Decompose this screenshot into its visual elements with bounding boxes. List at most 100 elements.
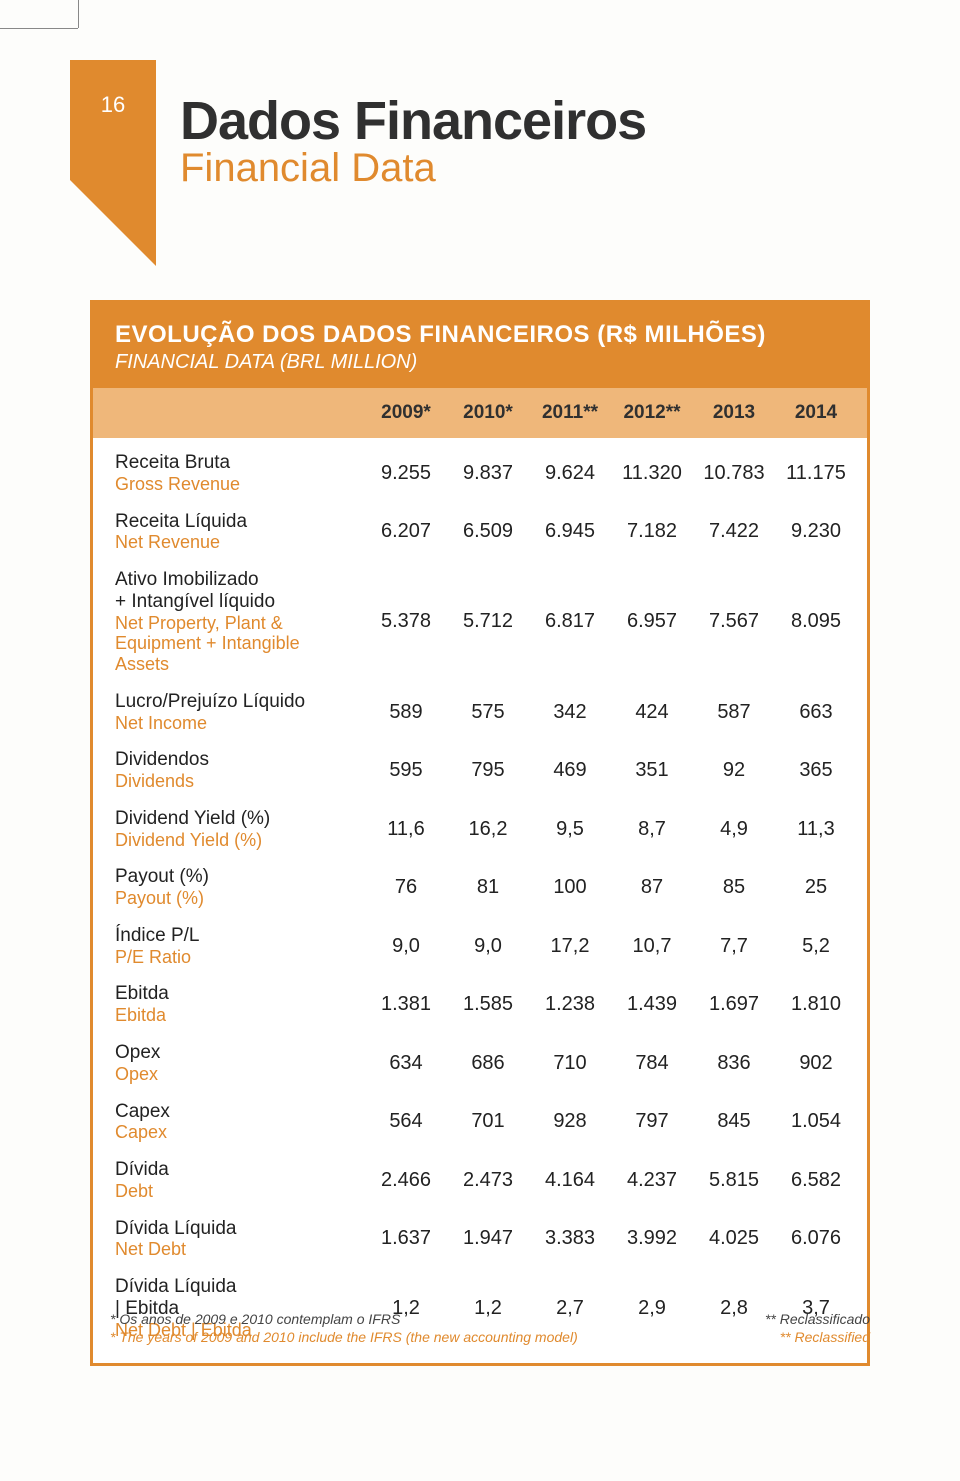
table-cell: 8,7 [611,818,693,841]
table-cell: 1.810 [775,993,857,1016]
table-cell: 1.697 [693,993,775,1016]
table-cell: 9,0 [447,935,529,958]
card-title-en: FINANCIAL DATA (BRL MILLION) [115,351,845,374]
page-number: 16 [70,60,156,180]
crop-mark-vertical [78,0,79,28]
table-cell: 1.585 [447,993,529,1016]
row-label-pt: Dívida Líquida [115,1218,365,1240]
row-label-en: Net Property, Plant & Equipment + Intang… [115,613,365,675]
row-label-pt: Dividendos [115,749,365,771]
footnotes: * Os anos de 2009 e 2010 contemplam o IF… [110,1310,870,1346]
card-title-pt: EVOLUÇÃO DOS DADOS FINANCEIROS (R$ MILHÕ… [115,321,845,349]
row-label: Ativo Imobilizado + Intangível líquidoNe… [115,569,365,675]
row-label-pt: Receita Bruta [115,452,365,474]
row-label: DividendosDividends [115,749,365,792]
table-cell: 9,5 [529,818,611,841]
table-row: EbitdaEbitda1.3811.5851.2381.4391.6971.8… [115,975,857,1034]
table-cell: 4,9 [693,818,775,841]
year-col: 2011** [529,402,611,424]
table-row: Índice P/LP/E Ratio9,09,017,210,77,75,2 [115,917,857,976]
table-cell: 6.582 [775,1169,857,1192]
row-label-en: Gross Revenue [115,474,365,495]
row-label-en: Capex [115,1122,365,1143]
table-cell: 663 [775,701,857,724]
row-label-pt: Lucro/Prejuízo Líquido [115,691,365,713]
row-label-en: Dividend Yield (%) [115,830,365,851]
table-row: DividendosDividends59579546935192365 [115,741,857,800]
table-cell: 92 [693,759,775,782]
table-cell: 469 [529,759,611,782]
row-label-en: Payout (%) [115,888,365,909]
year-col: 2014 [775,402,857,424]
row-label: Índice P/LP/E Ratio [115,925,365,968]
table-cell: 5.712 [447,610,529,633]
table-cell: 10,7 [611,935,693,958]
table-row: Payout (%)Payout (%)7681100878525 [115,858,857,917]
table-cell: 5.378 [365,610,447,633]
row-label: Dívida LíquidaNet Debt [115,1218,365,1261]
table-cell: 3.992 [611,1227,693,1250]
row-label: DívidaDebt [115,1159,365,1202]
table-cell: 9.230 [775,520,857,543]
footnote-left-en: * The years of 2009 and 2010 include the… [110,1328,578,1346]
table-cell: 7.422 [693,520,775,543]
row-label-pt: Dívida [115,1159,365,1181]
table-cell: 5.815 [693,1169,775,1192]
table-cell: 845 [693,1110,775,1133]
row-label: Payout (%)Payout (%) [115,866,365,909]
row-label: Dividend Yield (%)Dividend Yield (%) [115,808,365,851]
table-cell: 1.439 [611,993,693,1016]
row-label-en: Dividends [115,771,365,792]
table-cell: 10.783 [693,462,775,485]
table-cell: 5,2 [775,935,857,958]
page: 16 Dados Financeiros Financial Data EVOL… [0,0,960,1481]
table-cell: 87 [611,876,693,899]
table-cell: 595 [365,759,447,782]
footnote-right-en: ** Reclassified [780,1328,870,1346]
table-cell: 710 [529,1052,611,1075]
row-label-pt: Dividend Yield (%) [115,808,365,830]
table-row: DívidaDebt2.4662.4734.1644.2375.8156.582 [115,1151,857,1210]
table-cell: 1.238 [529,993,611,1016]
row-label-pt: Receita Líquida [115,511,365,533]
year-col: 2013 [693,402,775,424]
table-cell: 1.381 [365,993,447,1016]
table-cell: 2.473 [447,1169,529,1192]
table-cell: 686 [447,1052,529,1075]
table-cell: 16,2 [447,818,529,841]
table-row: Dívida LíquidaNet Debt1.6371.9473.3833.9… [115,1210,857,1269]
table-cell: 9.837 [447,462,529,485]
table-cell: 928 [529,1110,611,1133]
table-cell: 6.957 [611,610,693,633]
card-header: EVOLUÇÃO DOS DADOS FINANCEIROS (R$ MILHÕ… [93,303,867,388]
table-row: Receita BrutaGross Revenue9.2559.8379.62… [115,444,857,503]
table-cell: 9,0 [365,935,447,958]
row-label-pt: Capex [115,1101,365,1123]
table-cell: 9.255 [365,462,447,485]
table-cell: 4.025 [693,1227,775,1250]
table-cell: 1.637 [365,1227,447,1250]
page-title-pt: Dados Financeiros [180,90,646,152]
page-tab: 16 [70,60,156,266]
table-cell: 4.164 [529,1169,611,1192]
table-cell: 634 [365,1052,447,1075]
row-label-en: Debt [115,1181,365,1202]
table-cell: 11,6 [365,818,447,841]
table-cell: 589 [365,701,447,724]
table-cell: 836 [693,1052,775,1075]
row-label-pt: Ebitda [115,983,365,1005]
title-block: Dados Financeiros Financial Data [180,90,646,191]
table-cell: 587 [693,701,775,724]
table-cell: 424 [611,701,693,724]
table-cell: 797 [611,1110,693,1133]
table-cell: 6.207 [365,520,447,543]
table-cell: 1.947 [447,1227,529,1250]
table-cell: 342 [529,701,611,724]
table-cell: 11.175 [775,462,857,485]
table-cell: 784 [611,1052,693,1075]
table-row: OpexOpex634686710784836902 [115,1034,857,1093]
row-label-en: Net Income [115,713,365,734]
table-row: Dividend Yield (%)Dividend Yield (%)11,6… [115,800,857,859]
table-cell: 17,2 [529,935,611,958]
table-cell: 575 [447,701,529,724]
